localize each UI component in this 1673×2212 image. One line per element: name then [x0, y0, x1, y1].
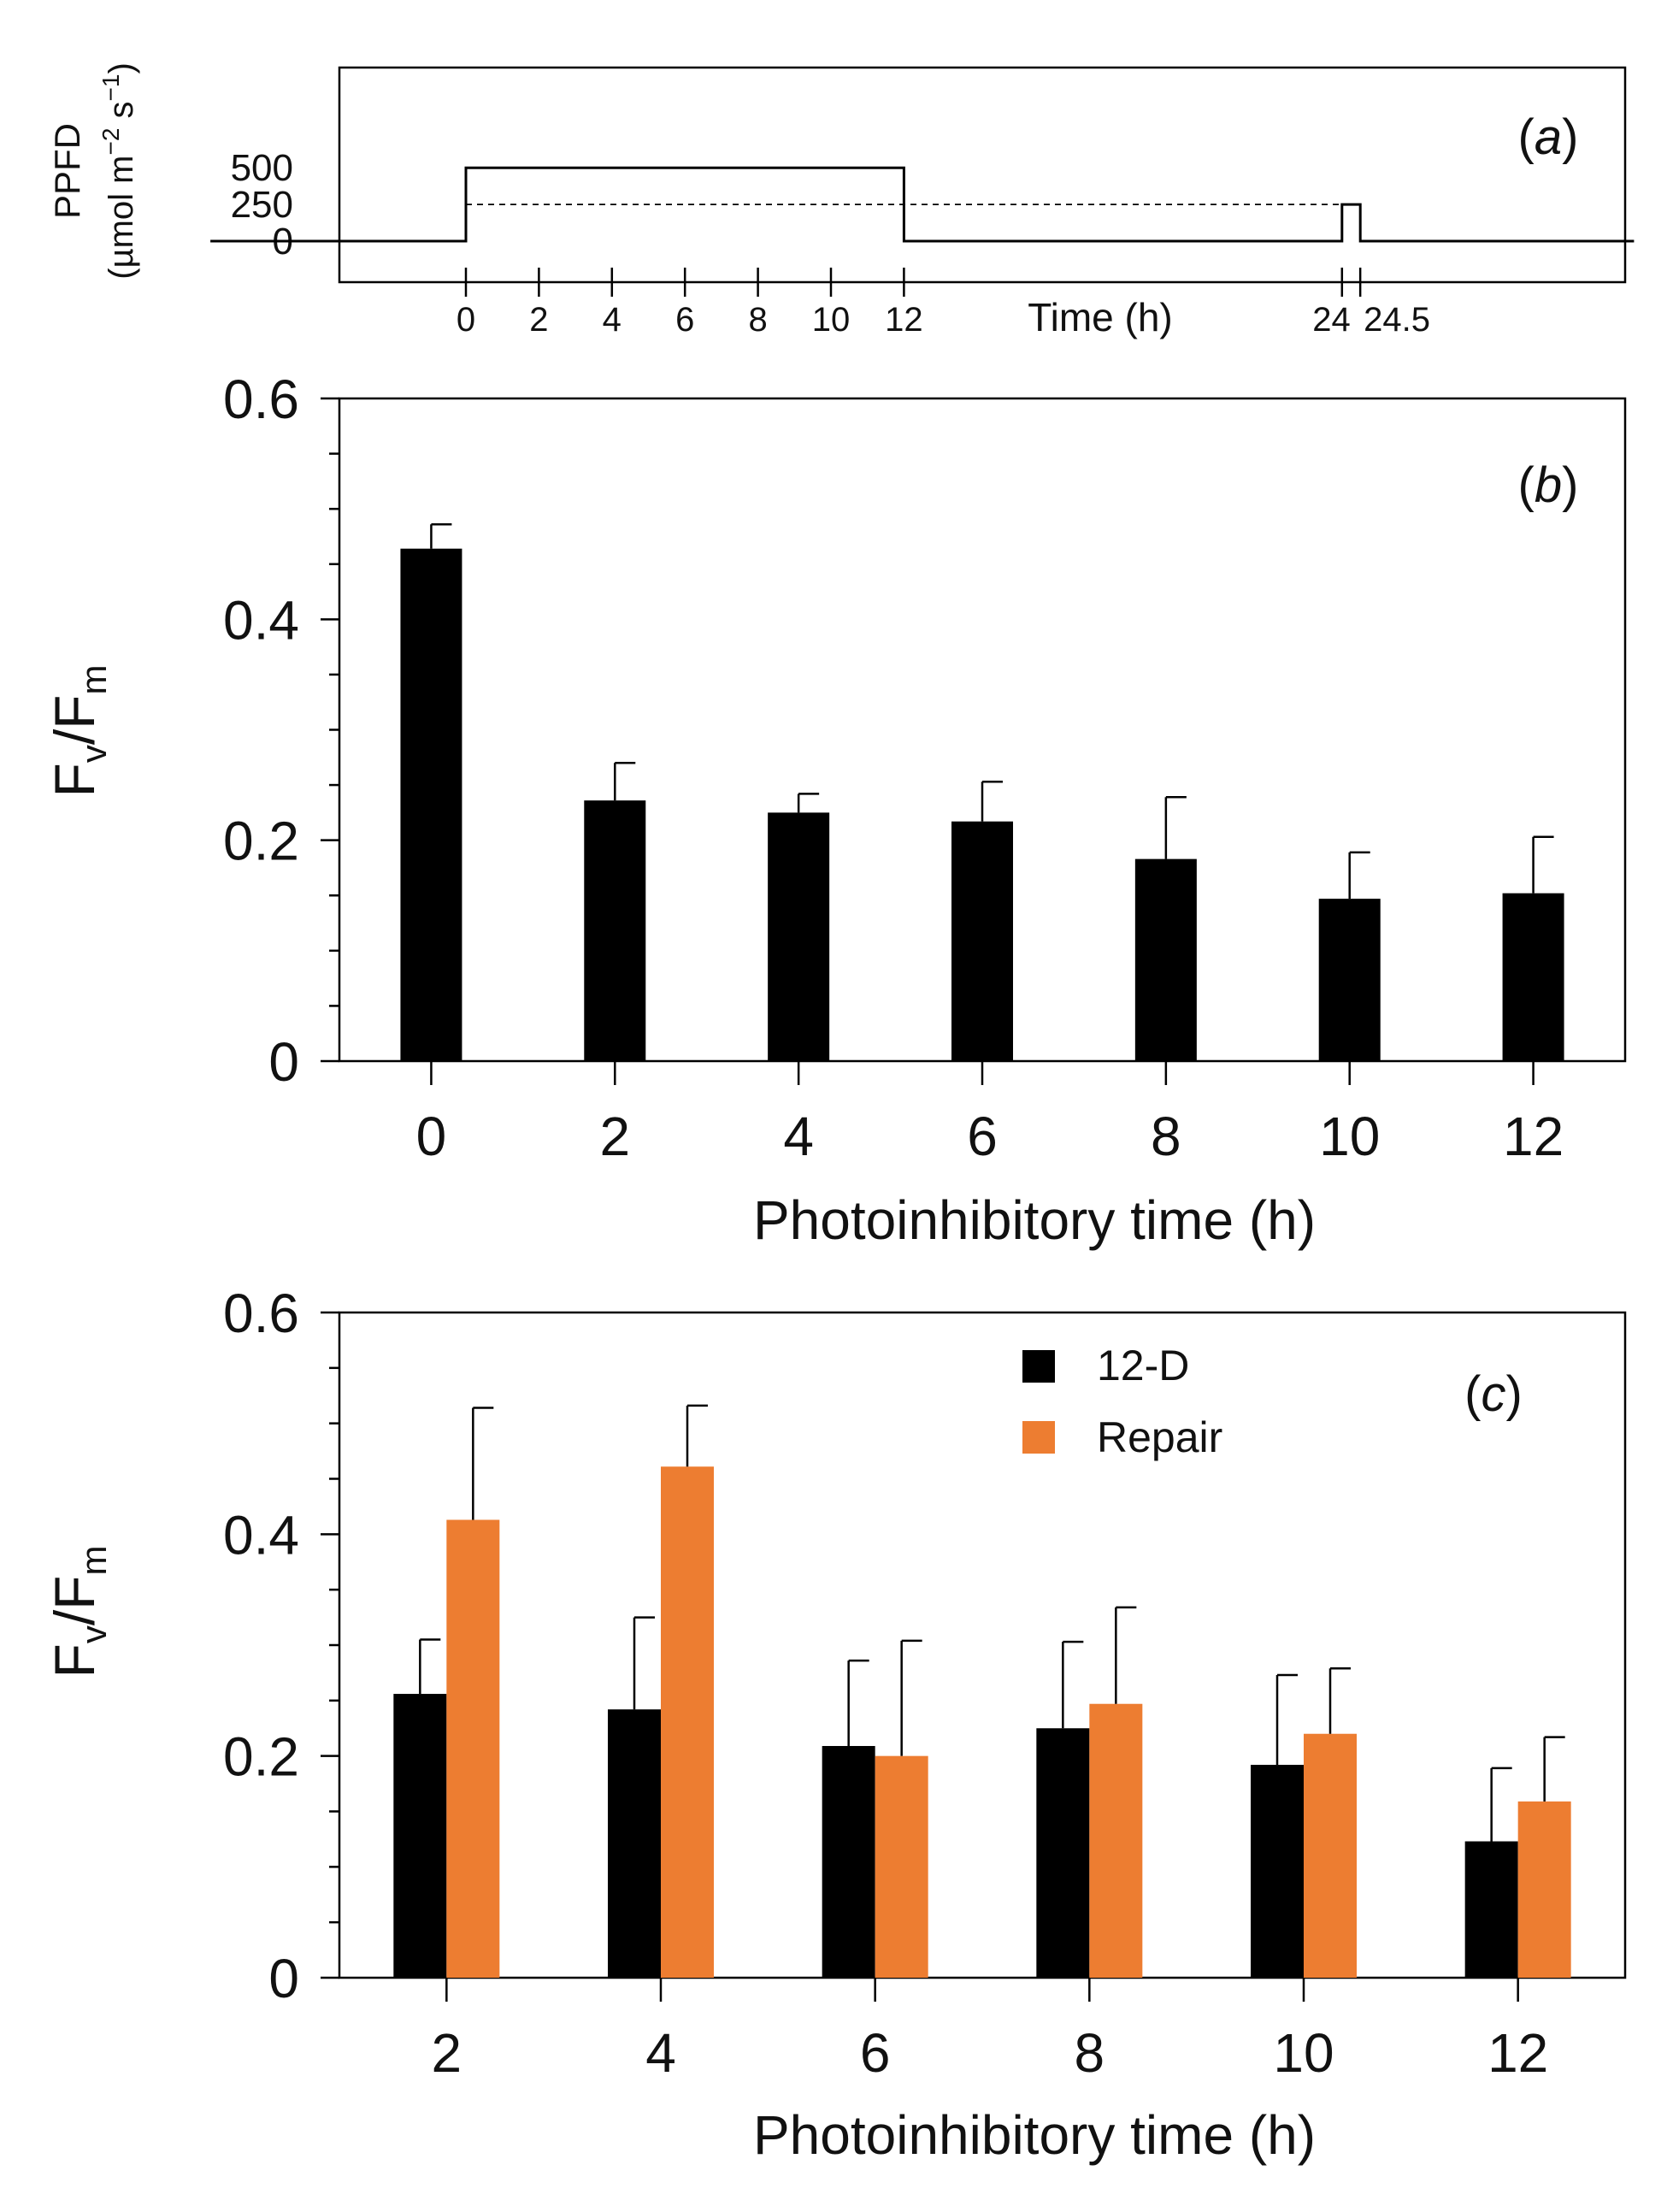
panel-a-y-tick-label: 250 [231, 184, 293, 226]
panel-c-letter-text: c [1482, 1366, 1506, 1422]
bar-fv-fm-8 [1134, 858, 1197, 1061]
panel-a-y-label-line2: (µmol m−2 s−1) [97, 62, 140, 280]
panel-c-legend: 12-D Repair [1022, 1342, 1222, 1461]
panel-b-bars [400, 523, 1564, 1061]
y-tick-label: 0 [268, 1031, 299, 1093]
panel-a-x-tick-label: 6 [675, 301, 694, 339]
y-tick-label: 0.4 [223, 1504, 299, 1566]
panel-b-x-axis-label: Photoinhibitory time (h) [753, 1189, 1316, 1251]
y-tick-label: 0.2 [223, 811, 299, 872]
bar-fv-fm-12 [1502, 893, 1564, 1061]
bar-fv-fm-0 [400, 548, 462, 1061]
bar-12-d-6 [822, 1745, 875, 1978]
panel-a-lines [210, 166, 1635, 243]
x-tick-label: 10 [1319, 1106, 1380, 1167]
panel-c-x-axis: 2 4 6 8 10 12 [432, 1978, 1548, 2084]
panel-a-x-tick-label: 24 [1312, 301, 1351, 339]
bar-repair-12 [1517, 1801, 1571, 1978]
x-tick-label: 8 [1075, 2022, 1105, 2084]
bar-12-d-10 [1251, 1765, 1304, 1978]
bar-repair-8 [1089, 1703, 1143, 1978]
panel-c-letter: (c) [1464, 1366, 1523, 1422]
x-tick-label: 2 [599, 1106, 630, 1167]
panel-a-x-tick-label: 0 [457, 301, 475, 339]
panel-a-x-axis-label: Time (h) [1028, 295, 1173, 339]
x-tick-label: 4 [783, 1106, 814, 1167]
bar-repair-10 [1304, 1733, 1357, 1978]
panel-a-x-tick-label: 4 [603, 301, 621, 339]
panel-a-x-axis: 0 2 4 6 8 10 12 24 24.5 [457, 268, 1430, 339]
y-tick-label: 0.6 [223, 1283, 299, 1344]
bar-repair-4 [661, 1466, 714, 1978]
bar-fv-fm-4 [768, 812, 830, 1061]
panel-a-x-tick-label: 2 [529, 301, 548, 339]
x-tick-label: 6 [860, 2022, 891, 2084]
panel-b-fvfm-bar-chart: 0 0.2 0.4 0.6 0 2 4 6 8 10 12 Photoinhibitory tim… [43, 369, 1627, 1251]
x-tick-label: 8 [1151, 1106, 1181, 1167]
legend-label-12d: 12-D [1097, 1342, 1189, 1389]
y-tick-label: 0.6 [223, 369, 299, 430]
bar-12-d-12 [1464, 1841, 1518, 1978]
panel-c-y-axis: 0 0.2 0.4 0.6 [223, 1283, 339, 2009]
panel-c-fvfm-grouped-bar-chart: 0 0.2 0.4 0.6 2 4 6 8 10 12 Photoinhibitory time… [43, 1283, 1627, 2166]
bar-12-d-4 [608, 1709, 661, 1978]
legend-swatch-repair [1022, 1421, 1055, 1454]
panel-a-y-axis-label: PPFD (µmol m−2 s−1) [47, 62, 140, 280]
panel-b-x-axis: 0 2 4 6 8 10 12 [416, 1061, 1564, 1167]
x-tick-label: 2 [432, 2022, 462, 2084]
panel-b-y-axis: 0 0.2 0.4 0.6 [223, 369, 339, 1093]
panel-a-letter-text: a [1535, 109, 1562, 165]
bar-repair-6 [875, 1755, 928, 1978]
panel-a-x-tick-label: 8 [748, 301, 767, 339]
bar-fv-fm-2 [584, 800, 646, 1061]
bar-12-d-2 [393, 1694, 447, 1978]
panel-c-frame [338, 1311, 1627, 1979]
panel-a-x-tick-label: 24.5 [1364, 301, 1430, 339]
bar-fv-fm-10 [1318, 899, 1381, 1061]
panel-b-y-axis-label: Fv/Fm [43, 665, 114, 798]
y-tick-label: 0.4 [223, 589, 299, 651]
panel-a-x-tick-label: 10 [812, 301, 851, 339]
panel-a-y-tick-label: 500 [231, 147, 293, 189]
x-tick-label: 4 [645, 2022, 676, 2084]
panel-a-letter: (a) [1518, 109, 1579, 165]
x-tick-label: 6 [967, 1106, 998, 1167]
x-tick-label: 12 [1487, 2022, 1548, 2084]
panel-c-bars [393, 1404, 1571, 1978]
panel-a-frame [338, 66, 1627, 284]
panel-c-x-axis-label: Photoinhibitory time (h) [753, 2104, 1316, 2166]
panel-a-y-label-line1: PPFD [47, 123, 87, 219]
x-tick-label: 10 [1273, 2022, 1334, 2084]
legend-swatch-12d [1022, 1350, 1055, 1383]
bar-12-d-8 [1036, 1728, 1090, 1978]
x-tick-label: 0 [416, 1106, 447, 1167]
panel-a-x-tick-label: 12 [885, 301, 923, 339]
x-tick-label: 12 [1503, 1106, 1564, 1167]
legend-label-repair: Repair [1097, 1413, 1222, 1461]
panel-b-letter: (b) [1518, 457, 1579, 513]
y-tick-label: 0.2 [223, 1726, 299, 1788]
bar-fv-fm-6 [951, 821, 1013, 1061]
bar-repair-2 [446, 1519, 500, 1978]
panel-c-y-axis-label: Fv/Fm [43, 1546, 114, 1678]
panel-b-letter-text: b [1535, 457, 1562, 513]
y-tick-label: 0 [268, 1948, 299, 2009]
